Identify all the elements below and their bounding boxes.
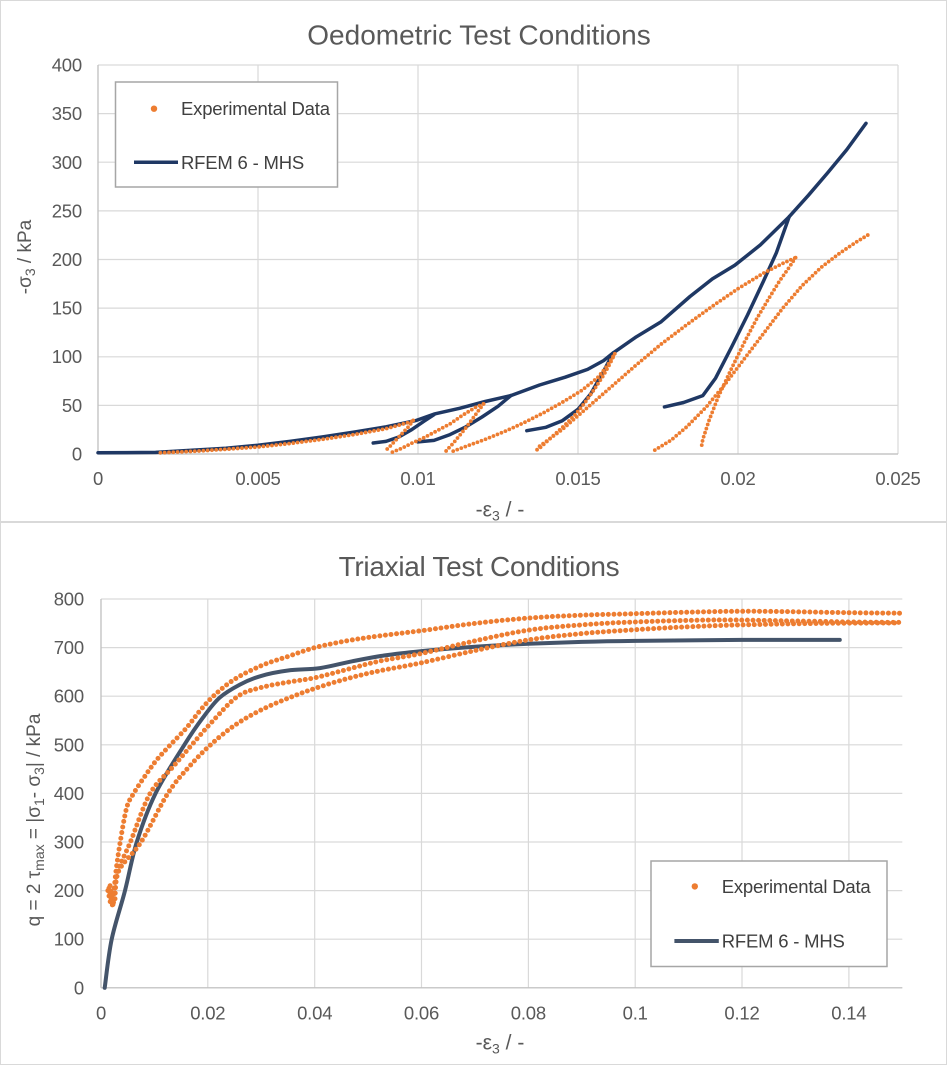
svg-text:0.06: 0.06 [404, 1003, 439, 1024]
svg-text:300: 300 [54, 832, 84, 853]
svg-text:Experimental Data: Experimental Data [722, 876, 872, 897]
svg-text:-ε3 / -: -ε3 / - [476, 1032, 525, 1057]
svg-text:0.02: 0.02 [190, 1003, 225, 1024]
svg-text:0.14: 0.14 [831, 1003, 866, 1024]
svg-text:0.005: 0.005 [235, 468, 280, 489]
svg-text:300: 300 [52, 152, 82, 173]
svg-text:Oedometric Test Conditions: Oedometric Test Conditions [307, 20, 650, 51]
svg-text:0.01: 0.01 [400, 468, 435, 489]
svg-text:700: 700 [54, 637, 84, 658]
svg-text:0: 0 [93, 468, 103, 489]
svg-text:0.02: 0.02 [720, 468, 755, 489]
svg-text:800: 800 [54, 589, 84, 610]
svg-text:Experimental Data: Experimental Data [181, 98, 331, 119]
svg-text:100: 100 [54, 929, 84, 950]
svg-text:0: 0 [96, 1003, 106, 1024]
svg-text:Triaxial Test Conditions: Triaxial Test Conditions [339, 551, 620, 582]
svg-text:0.08: 0.08 [511, 1003, 546, 1024]
svg-text:250: 250 [52, 200, 82, 221]
svg-text:50: 50 [62, 395, 82, 416]
svg-text:0.015: 0.015 [555, 468, 600, 489]
svg-text:0: 0 [74, 977, 84, 998]
svg-text:400: 400 [52, 55, 82, 76]
svg-text:150: 150 [52, 298, 82, 319]
svg-text:0.025: 0.025 [875, 468, 920, 489]
svg-text:100: 100 [52, 346, 82, 367]
svg-text:RFEM 6 - MHS: RFEM 6 - MHS [722, 931, 845, 952]
svg-text:q = 2 τmax = |σ1- σ3| / kPa: q = 2 τmax = |σ1- σ3| / kPa [24, 713, 47, 926]
svg-text:200: 200 [52, 249, 82, 270]
svg-text:-σ3 / kPa: -σ3 / kPa [15, 219, 38, 294]
svg-text:0.1: 0.1 [623, 1003, 648, 1024]
svg-text:600: 600 [54, 686, 84, 707]
svg-text:-ε3 / -: -ε3 / - [476, 499, 525, 524]
svg-text:RFEM 6 - MHS: RFEM 6 - MHS [181, 152, 304, 173]
svg-text:0.04: 0.04 [297, 1003, 332, 1024]
svg-text:400: 400 [54, 783, 84, 804]
svg-text:0.12: 0.12 [724, 1003, 759, 1024]
svg-text:200: 200 [54, 880, 84, 901]
svg-text:350: 350 [52, 103, 82, 124]
svg-text:0: 0 [72, 444, 82, 465]
svg-text:500: 500 [54, 734, 84, 755]
